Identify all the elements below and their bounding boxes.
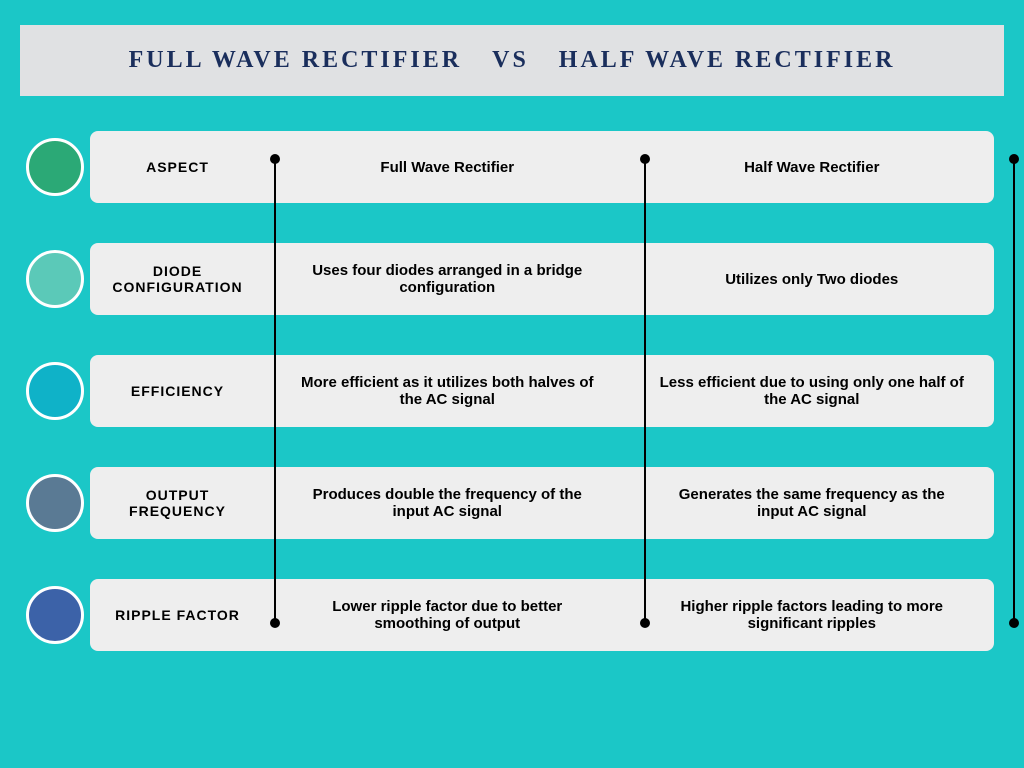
row-circle-icon <box>26 362 84 420</box>
row-circle-icon <box>26 250 84 308</box>
table-row: ASPECT Full Wave Rectifier Half Wave Rec… <box>20 131 994 203</box>
divider-line-3 <box>1013 161 1015 621</box>
row-circle-wrap <box>20 579 90 651</box>
full-wave-cell: Uses four diodes arranged in a bridge co… <box>265 243 630 315</box>
divider-line-2 <box>644 161 646 621</box>
half-wave-cell: Utilizes only Two diodes <box>630 243 995 315</box>
half-wave-cell: Generates the same frequency as the inpu… <box>630 467 995 539</box>
row-circle-icon <box>26 474 84 532</box>
row-circle-wrap <box>20 355 90 427</box>
half-wave-cell: Less efficient due to using only one hal… <box>630 355 995 427</box>
table-row: DIODE CONFIGURATION Uses four diodes arr… <box>20 243 994 315</box>
half-wave-cell: Half Wave Rectifier <box>630 131 995 203</box>
row-circle-icon <box>26 138 84 196</box>
row-circle-wrap <box>20 243 90 315</box>
row-circle-icon <box>26 586 84 644</box>
comparison-table: ASPECT Full Wave Rectifier Half Wave Rec… <box>20 131 1004 651</box>
aspect-label: RIPPLE FACTOR <box>90 579 265 651</box>
aspect-label: DIODE CONFIGURATION <box>90 243 265 315</box>
aspect-label: EFFICIENCY <box>90 355 265 427</box>
table-row: OUTPUT FREQUENCY Produces double the fre… <box>20 467 994 539</box>
title-vs: VS <box>492 47 529 74</box>
full-wave-cell: Lower ripple factor due to better smooth… <box>265 579 630 651</box>
full-wave-cell: Produces double the frequency of the inp… <box>265 467 630 539</box>
half-wave-cell: Higher ripple factors leading to more si… <box>630 579 995 651</box>
aspect-label: ASPECT <box>90 131 265 203</box>
aspect-label: OUTPUT FREQUENCY <box>90 467 265 539</box>
divider-line-1 <box>274 161 276 621</box>
full-wave-cell: Full Wave Rectifier <box>265 131 630 203</box>
row-circle-wrap <box>20 467 90 539</box>
table-row: EFFICIENCY More efficient as it utilizes… <box>20 355 994 427</box>
row-circle-wrap <box>20 131 90 203</box>
title-left: FULL WAVE RECTIFIER <box>129 47 463 74</box>
title-bar: FULL WAVE RECTIFIER VS HALF WAVE RECTIFI… <box>20 25 1004 96</box>
table-row: RIPPLE FACTOR Lower ripple factor due to… <box>20 579 994 651</box>
title-right: HALF WAVE RECTIFIER <box>559 47 896 74</box>
full-wave-cell: More efficient as it utilizes both halve… <box>265 355 630 427</box>
